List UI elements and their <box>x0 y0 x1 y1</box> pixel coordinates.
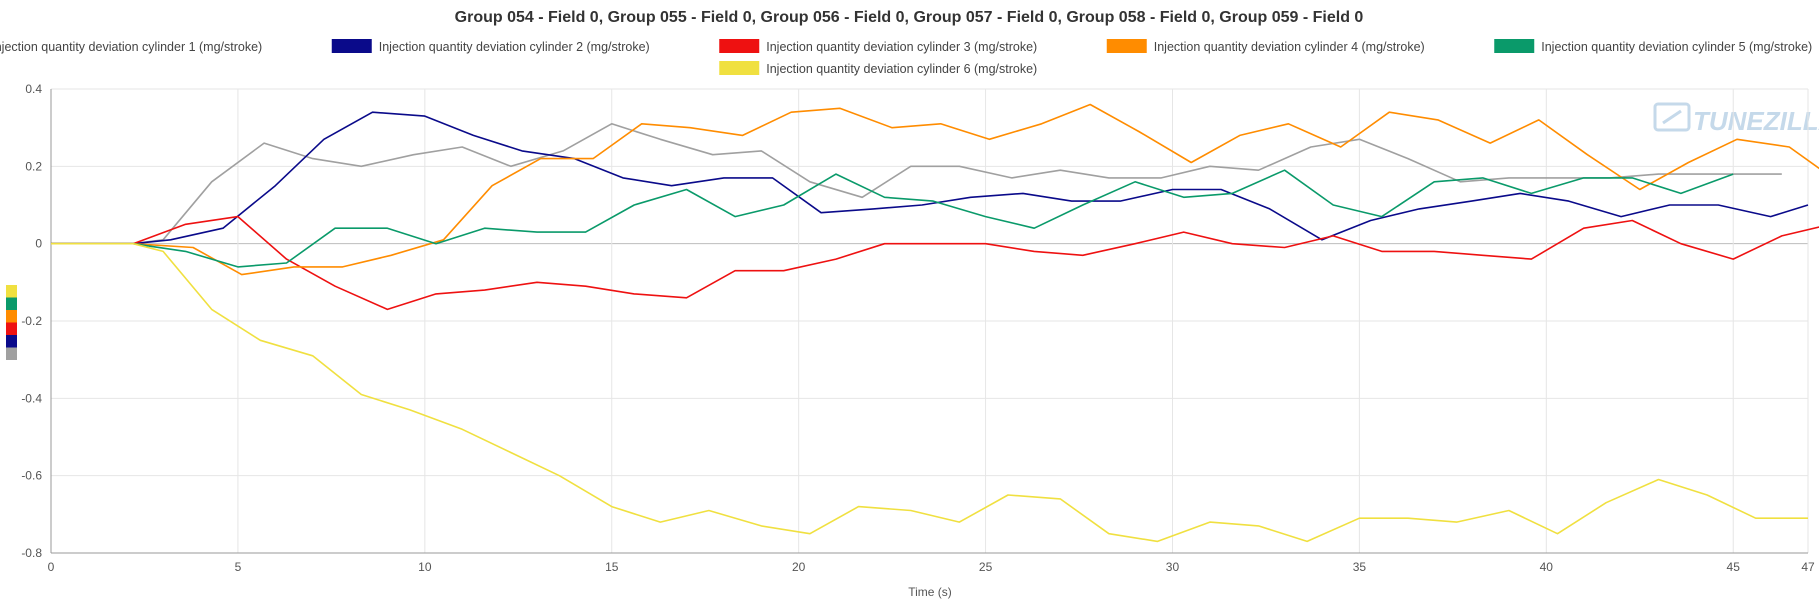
legend-label: Injection quantity deviation cylinder 5 … <box>1541 40 1812 54</box>
series-color-chip <box>6 335 17 348</box>
series-line-cylinder-3 <box>51 215 1819 311</box>
legend-swatch <box>331 39 372 53</box>
x-tick-label: 47 <box>1801 560 1815 574</box>
legend-label: Injection quantity deviation cylinder 6 … <box>766 62 1037 76</box>
y-tick-label: 0 <box>35 237 42 251</box>
series-line-cylinder-1 <box>51 123 1782 245</box>
series-color-chip <box>6 285 17 298</box>
legend-item-cylinder-3: Injection quantity deviation cylinder 3 … <box>719 39 1037 54</box>
tunezilla-logo-icon <box>1653 102 1691 132</box>
chart-title: Group 054 - Field 0, Group 055 - Field 0… <box>455 9 1364 26</box>
x-tick-label: 10 <box>418 560 432 574</box>
legend-item-cylinder-5: Injection quantity deviation cylinder 5 … <box>1494 39 1812 54</box>
legend-swatch <box>1494 39 1535 53</box>
legend: Injection quantity deviation cylinder 1 … <box>0 39 1812 76</box>
x-axis-title: Time (s) <box>908 585 952 599</box>
x-tick-label: 20 <box>792 560 806 574</box>
series-color-chip <box>6 310 17 323</box>
x-tick-label: 25 <box>979 560 993 574</box>
series-color-chip <box>6 297 17 310</box>
series-lines <box>51 103 1819 543</box>
legend-label: Injection quantity deviation cylinder 2 … <box>379 40 650 54</box>
tunezilla-logo-text: TUNEZILLA <box>1693 106 1819 136</box>
y-tick-label: -0.2 <box>21 314 42 328</box>
axes: 0.4 0.2 0 -0.2 -0.4 -0.6 -0.8 0 5 10 15 20 25 30 35 40 4… <box>21 82 1815 574</box>
series-color-chip <box>6 322 17 335</box>
grid <box>50 88 1809 554</box>
legend-item-cylinder-6: Injection quantity deviation cylinder 6 … <box>719 61 1037 76</box>
y-tick-label: 0.2 <box>25 159 42 173</box>
legend-swatch <box>719 61 760 75</box>
x-tick-label: 5 <box>235 560 242 574</box>
legend-item-cylinder-1: Injection quantity deviation cylinder 1 … <box>0 40 262 54</box>
legend-swatch <box>719 39 760 53</box>
series-line-cylinder-4 <box>51 103 1819 276</box>
legend-item-cylinder-4: Injection quantity deviation cylinder 4 … <box>1106 39 1425 54</box>
x-tick-label: 15 <box>605 560 619 574</box>
x-tick-label: 45 <box>1727 560 1741 574</box>
legend-item-cylinder-2: Injection quantity deviation cylinder 2 … <box>331 39 650 54</box>
series-line-cylinder-2 <box>51 111 1809 245</box>
legend-label: Injection quantity deviation cylinder 3 … <box>766 40 1037 54</box>
x-tick-label: 40 <box>1540 560 1554 574</box>
legend-swatch <box>1106 39 1147 53</box>
y-tick-label: 0.4 <box>25 82 42 96</box>
series-color-stack <box>6 285 17 360</box>
x-tick-label: 0 <box>48 560 55 574</box>
y-tick-label: -0.8 <box>21 546 42 560</box>
legend-label: Injection quantity deviation cylinder 1 … <box>0 40 262 54</box>
series-line-cylinder-6 <box>51 242 1808 543</box>
x-tick-label: 35 <box>1353 560 1367 574</box>
x-tick-label: 30 <box>1166 560 1180 574</box>
y-tick-label: -0.4 <box>21 391 42 405</box>
series-color-chip <box>6 347 17 360</box>
tunezilla-logo: TUNEZILLA <box>1653 102 1819 136</box>
y-tick-label: -0.6 <box>21 469 42 483</box>
series-line-cylinder-5 <box>51 169 1734 268</box>
legend-label: Injection quantity deviation cylinder 4 … <box>1154 40 1425 54</box>
